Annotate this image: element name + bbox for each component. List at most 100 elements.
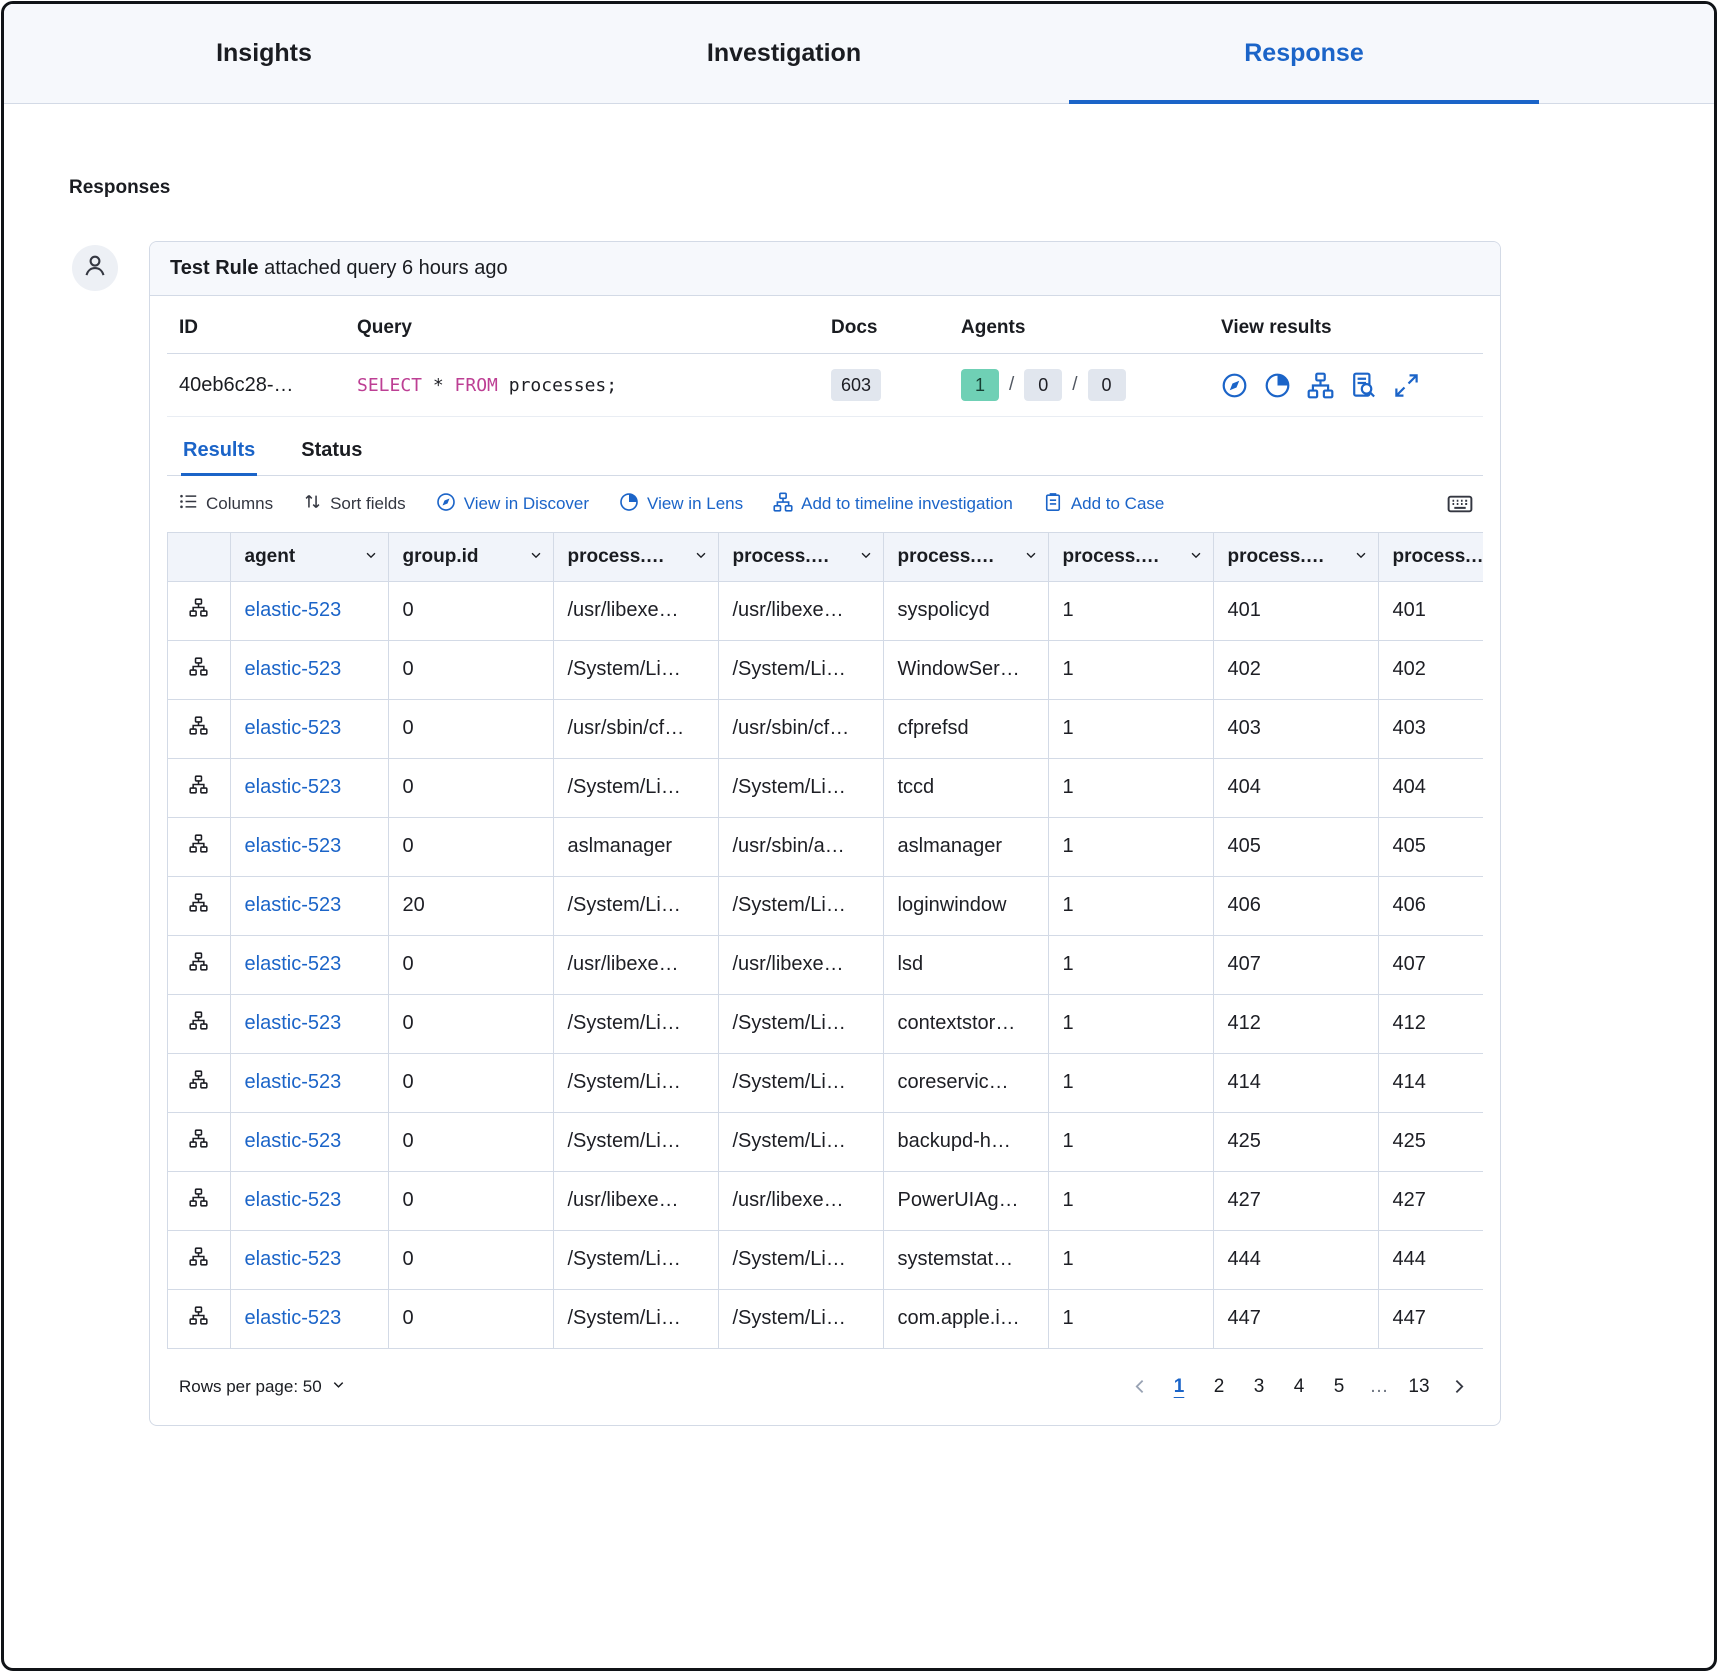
tab-insights[interactable]: Insights <box>216 39 312 67</box>
grid-column-header-agent[interactable]: agent <box>230 533 389 582</box>
agents-separator: / <box>1009 374 1015 395</box>
query-text: SELECT * FROM processes; <box>357 375 831 396</box>
previous-page-icon[interactable] <box>1123 1369 1157 1405</box>
sql-keyword-select: SELECT <box>357 374 433 396</box>
cell-process: 402 <box>1378 640 1483 700</box>
cell-process: lsd <box>883 935 1049 995</box>
grid-column-header-process-2[interactable]: process.… <box>718 533 884 582</box>
add-to-timeline-label: Add to timeline investigation <box>801 494 1013 513</box>
agent-link[interactable]: elastic-523 <box>244 717 342 739</box>
agent-link[interactable]: elastic-523 <box>244 776 342 798</box>
inspect-icon[interactable] <box>1350 372 1377 399</box>
chevron-down-icon <box>331 1377 346 1397</box>
grid-column-header-process-4[interactable]: process.… <box>1048 533 1214 582</box>
cell-group-id: 0 <box>388 758 554 818</box>
keyboard-shortcuts-icon[interactable] <box>1447 491 1473 517</box>
agent-link[interactable]: elastic-523 <box>244 894 342 916</box>
cell-process: 425 <box>1378 1112 1483 1172</box>
row-timeline-icon[interactable] <box>189 775 208 794</box>
row-timeline-icon[interactable] <box>189 716 208 735</box>
view-in-lens-label: View in Lens <box>647 494 744 513</box>
page-13-button[interactable]: 13 <box>1401 1369 1437 1405</box>
row-timeline-icon[interactable] <box>189 1070 208 1089</box>
page-1-button[interactable]: 1 <box>1161 1369 1197 1405</box>
cell-process: /System/Li… <box>553 758 719 818</box>
cell-process: /System/Li… <box>553 1112 719 1172</box>
chevron-down-icon <box>1024 546 1038 568</box>
chevron-down-icon <box>1354 546 1368 568</box>
cell-process: 1 <box>1048 1230 1214 1290</box>
agent-link[interactable]: elastic-523 <box>244 1012 342 1034</box>
cell-group-id: 0 <box>388 1171 554 1231</box>
row-timeline-icon[interactable] <box>189 1129 208 1148</box>
row-timeline-icon[interactable] <box>189 598 208 617</box>
agent-link[interactable]: elastic-523 <box>244 1130 342 1152</box>
cell-process: /System/Li… <box>718 994 884 1054</box>
view-results-cell <box>1221 372 1483 399</box>
add-to-timeline-button[interactable]: Add to timeline investigation <box>773 491 1013 517</box>
tab-response[interactable]: Response <box>1044 4 1564 104</box>
rows-per-page-button[interactable]: Rows per page: 50 <box>179 1377 346 1397</box>
results-grid: agent group.id process.… <box>167 532 1483 1349</box>
agent-link[interactable]: elastic-523 <box>244 953 342 975</box>
grid-column-header-process-3[interactable]: process.… <box>883 533 1049 582</box>
row-timeline-icon[interactable] <box>189 893 208 912</box>
expand-icon[interactable] <box>1393 372 1420 399</box>
cell-process: /usr/libexe… <box>718 1171 884 1231</box>
page-4-button[interactable]: 4 <box>1281 1369 1317 1405</box>
view-in-lens-button[interactable]: View in Lens <box>619 492 743 517</box>
cell-process: 444 <box>1213 1230 1379 1290</box>
query-result-row: 40eb6c28-… SELECT * FROM processes; 603 … <box>167 354 1483 417</box>
timeline-icon[interactable] <box>1307 372 1334 399</box>
tab-investigation[interactable]: Investigation <box>706 39 862 67</box>
add-to-case-button[interactable]: Add to Case <box>1043 492 1164 517</box>
cell-group-id: 0 <box>388 817 554 877</box>
cell-process: /System/Li… <box>553 1289 719 1349</box>
sort-fields-button[interactable]: Sort fields <box>303 492 406 516</box>
agent-link[interactable]: elastic-523 <box>244 835 342 857</box>
cell-process: 427 <box>1213 1171 1379 1231</box>
grid-column-header-group-id[interactable]: group.id <box>388 533 554 582</box>
row-timeline-icon[interactable] <box>189 1011 208 1030</box>
grid-column-header-process-1[interactable]: process.… <box>553 533 719 582</box>
row-timeline-icon[interactable] <box>189 1247 208 1266</box>
row-timeline-icon[interactable] <box>189 1188 208 1207</box>
table-row: elastic-523 0 /System/Li… /System/Li… Wi… <box>168 640 1483 700</box>
table-row: elastic-523 0 /System/Li… /System/Li… co… <box>168 1053 1483 1113</box>
table-row: elastic-523 0 aslmanager /usr/sbin/a… as… <box>168 817 1483 877</box>
agent-link[interactable]: elastic-523 <box>244 1307 342 1329</box>
tab-results[interactable]: Results <box>181 435 258 476</box>
grid-column-header-process-5[interactable]: process.… <box>1213 533 1379 582</box>
agents-cell: 1 / 0 / 0 <box>961 369 1221 401</box>
grid-toolbar: Columns Sort fields <box>167 476 1483 532</box>
cell-process: 425 <box>1213 1112 1379 1172</box>
discover-icon[interactable] <box>1221 372 1248 399</box>
agent-link[interactable]: elastic-523 <box>244 599 342 621</box>
cell-process: tccd <box>883 758 1049 818</box>
agent-link[interactable]: elastic-523 <box>244 1071 342 1093</box>
tab-status[interactable]: Status <box>299 435 364 475</box>
row-timeline-icon[interactable] <box>189 834 208 853</box>
page-2-button[interactable]: 2 <box>1201 1369 1237 1405</box>
grid-column-header-process-6[interactable]: process.… <box>1378 533 1483 582</box>
cell-process: /System/Li… <box>553 640 719 700</box>
row-timeline-icon[interactable] <box>189 1306 208 1325</box>
agent-link[interactable]: elastic-523 <box>244 1248 342 1270</box>
view-in-discover-label: View in Discover <box>463 494 590 513</box>
label-id: ID <box>179 317 198 338</box>
page-5-button[interactable]: 5 <box>1321 1369 1357 1405</box>
page-3-button[interactable]: 3 <box>1241 1369 1277 1405</box>
agent-link[interactable]: elastic-523 <box>244 1189 342 1211</box>
case-icon <box>1043 492 1063 517</box>
cell-group-id: 0 <box>388 935 554 995</box>
cell-process: /System/Li… <box>553 994 719 1054</box>
cell-process: PowerUIAg… <box>883 1171 1049 1231</box>
row-timeline-icon[interactable] <box>189 657 208 676</box>
next-page-icon[interactable] <box>1441 1369 1475 1405</box>
lens-icon[interactable] <box>1264 372 1291 399</box>
row-timeline-icon[interactable] <box>189 952 208 971</box>
view-in-discover-button[interactable]: View in Discover <box>436 492 589 517</box>
user-icon <box>82 253 108 284</box>
agent-link[interactable]: elastic-523 <box>244 658 342 680</box>
columns-button[interactable]: Columns <box>179 492 273 516</box>
